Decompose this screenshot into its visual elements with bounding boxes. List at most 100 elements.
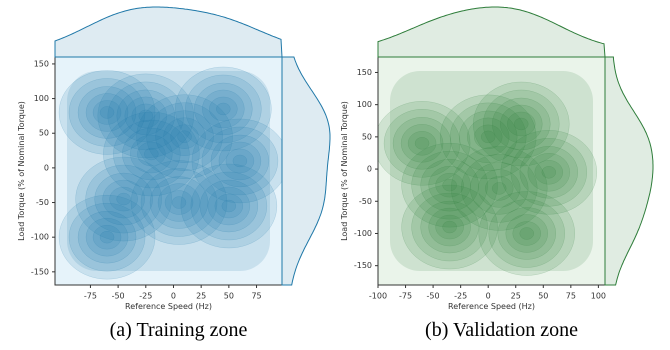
density-contour [185, 74, 262, 144]
density-contour [113, 119, 190, 189]
density-contour [136, 94, 233, 179]
x-tick-label: 100 [591, 292, 606, 301]
x-tick-label: -50 [112, 292, 125, 301]
marginal-y [604, 56, 654, 286]
density-contour [466, 117, 510, 157]
caption: (b) Validation zone [425, 319, 578, 341]
density-contour [210, 134, 270, 188]
density-contour [163, 117, 206, 156]
density-contour [137, 141, 166, 167]
density-contour [116, 89, 176, 143]
density-contour [378, 101, 471, 186]
marginal-y [281, 56, 331, 286]
density-contour [94, 172, 153, 226]
density-contour [401, 184, 498, 270]
density-contour [435, 214, 464, 240]
density-contour [469, 162, 529, 215]
x-axis-label: Reference Speed (Hz) [448, 302, 535, 311]
x-tick-label: -50 [427, 292, 440, 301]
x-tick-label: -75 [84, 292, 97, 301]
density-contour [221, 199, 237, 213]
density-contour [124, 96, 168, 136]
density-contour [140, 168, 218, 237]
plot-background [55, 57, 282, 285]
density-contour [122, 127, 181, 181]
density-contour [202, 89, 245, 129]
density-contour [77, 210, 137, 264]
density-contour [420, 200, 479, 254]
density [378, 71, 598, 276]
density-contour [190, 171, 268, 241]
density-contour [99, 106, 115, 119]
density-contour [68, 202, 146, 272]
y-axis-label: Load Torque (% of Nominal Torque) [17, 101, 26, 241]
x-tick-label: 75 [566, 292, 576, 301]
plot-background [378, 57, 605, 285]
caption: (a) Training zone [110, 319, 248, 341]
y-axis-label: Load Torque (% of Nominal Torque) [340, 101, 349, 241]
y-tick-label: 50 [362, 132, 372, 141]
density-contour [507, 111, 536, 137]
density-contour [392, 117, 452, 170]
density-contour [420, 158, 479, 212]
density-contour [450, 146, 548, 231]
density-contour [225, 148, 255, 174]
density-contour [442, 220, 457, 234]
density-contour [164, 190, 194, 215]
density-contour [85, 217, 129, 257]
density-contour [232, 154, 248, 168]
density-contour [214, 193, 244, 219]
density-contour [216, 102, 231, 116]
density-contour [191, 118, 282, 204]
density-contour [519, 227, 535, 240]
density-contour [99, 230, 115, 244]
x-tick-label: -25 [139, 292, 152, 301]
density-contour [458, 110, 518, 164]
density-contour [414, 137, 430, 150]
y-tick-label: 150 [357, 68, 372, 77]
density-contour [68, 78, 146, 147]
density-contour [407, 131, 437, 156]
x-tick-label: 25 [196, 292, 206, 301]
density-contour [527, 153, 571, 192]
x-tick-label: 0 [171, 292, 176, 301]
density-contour [483, 89, 560, 159]
density-contour [400, 124, 444, 163]
density-base [390, 71, 593, 271]
density-contour [491, 182, 507, 195]
y-tick-label: 100 [357, 100, 372, 109]
density-contour [218, 141, 262, 181]
x-tick-label: 50 [224, 292, 234, 301]
density-contour [519, 146, 579, 199]
density-contour [500, 104, 543, 144]
density-contour [58, 70, 156, 155]
density-contour [439, 94, 537, 180]
density-contour [180, 163, 278, 249]
density-contour [488, 199, 566, 268]
density-contour [500, 130, 598, 215]
density-contour [194, 82, 253, 136]
density-contour [199, 179, 259, 233]
density-contour [480, 130, 496, 144]
density-contour [442, 178, 457, 192]
density-contour [146, 102, 223, 171]
density-contour [102, 179, 145, 219]
density-contour [149, 176, 209, 229]
density-contour [177, 130, 192, 143]
marginal-x [54, 6, 283, 58]
density-contour [497, 207, 557, 260]
y-tick-label: 50 [39, 129, 49, 138]
x-tick-label: -75 [399, 292, 412, 301]
density-contour [477, 169, 521, 208]
density-contour [171, 196, 187, 209]
x-tick-label: 75 [251, 292, 261, 301]
density-contour [103, 111, 200, 197]
density-contour [484, 176, 514, 201]
x-tick-label: -25 [454, 292, 467, 301]
density-contour [77, 86, 137, 139]
density-contour [514, 117, 529, 131]
y-tick-label: -50 [36, 198, 49, 207]
density [58, 66, 282, 280]
density-contour [473, 124, 503, 150]
x-tick-label: 0 [486, 292, 491, 301]
